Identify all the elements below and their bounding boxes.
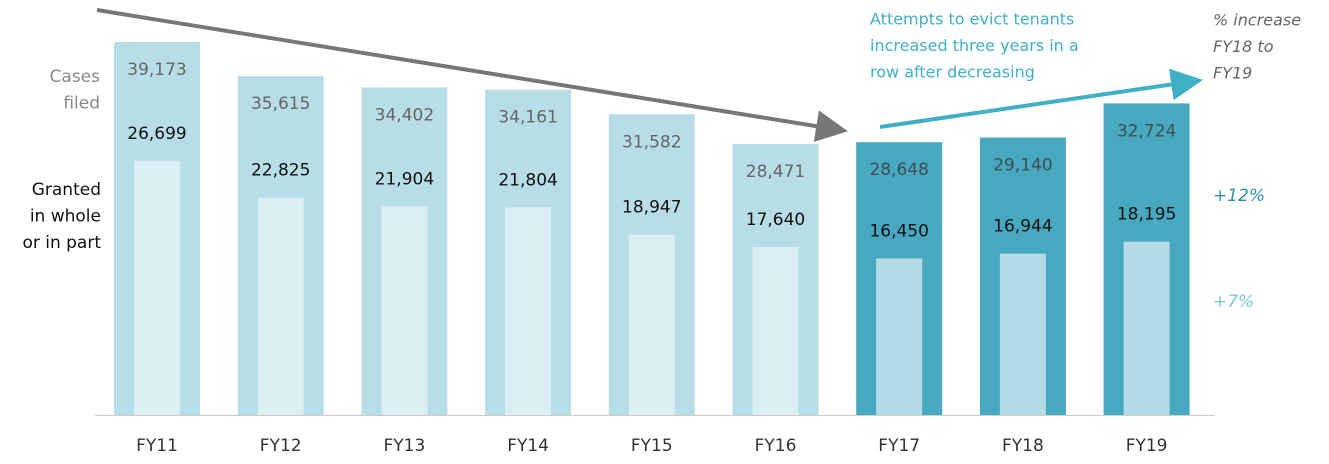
value-label: 39,173 xyxy=(127,60,186,80)
annotation: +12% xyxy=(1213,186,1265,206)
value-label: 28,648 xyxy=(869,160,928,180)
annotation: % increase xyxy=(1213,11,1301,30)
x-tick-label: FY12 xyxy=(260,436,302,456)
bar xyxy=(134,160,180,415)
value-label: 34,161 xyxy=(498,108,557,128)
x-tick-label: FY14 xyxy=(507,436,549,456)
x-tick-label: FY15 xyxy=(631,436,673,456)
value-label: 16,450 xyxy=(869,221,928,241)
trend-arrow xyxy=(879,68,1203,129)
trend-arrow xyxy=(96,8,848,142)
value-label: 32,724 xyxy=(1117,121,1176,141)
bar xyxy=(1123,241,1170,415)
value-label: 22,825 xyxy=(251,161,310,181)
value-label: 18,947 xyxy=(622,198,681,218)
bar xyxy=(505,207,552,415)
x-tick-label: FY16 xyxy=(755,436,797,456)
value-label: 31,582 xyxy=(622,132,681,152)
bar xyxy=(628,234,675,415)
annotation: row after decreasing xyxy=(870,63,1035,82)
annotation: FY18 to xyxy=(1213,37,1274,56)
value-label: 28,471 xyxy=(746,162,805,182)
legend-label: in whole xyxy=(30,207,101,227)
annotation: FY19 xyxy=(1213,64,1252,83)
value-label: 21,904 xyxy=(375,169,434,189)
annotation: +7% xyxy=(1213,292,1254,312)
annotation: Attempts to evict tenants xyxy=(870,10,1074,29)
legend-label: Cases xyxy=(50,67,101,87)
bar xyxy=(257,197,304,415)
bar xyxy=(999,253,1046,415)
bar xyxy=(752,247,799,415)
value-label: 34,402 xyxy=(375,105,434,125)
value-label: 29,140 xyxy=(993,156,1052,176)
value-label: 26,699 xyxy=(127,124,186,144)
x-tick-label: FY17 xyxy=(878,436,920,456)
x-tick-label: FY18 xyxy=(1002,436,1044,456)
value-label: 17,640 xyxy=(746,210,805,230)
x-tick-label: FY19 xyxy=(1126,436,1168,456)
bar xyxy=(381,206,428,415)
legend-label: filed xyxy=(63,94,100,114)
x-tick-label: FY13 xyxy=(384,436,426,456)
bar xyxy=(876,258,923,415)
value-label: 21,804 xyxy=(498,170,557,190)
x-tick-label: FY11 xyxy=(136,436,178,456)
value-label: 18,195 xyxy=(1117,205,1176,225)
annotation: increased three years in a xyxy=(870,36,1079,55)
legend-label: Granted xyxy=(32,180,101,200)
legend-label: or in part xyxy=(22,233,101,253)
value-label: 16,944 xyxy=(993,217,1052,237)
value-label: 35,615 xyxy=(251,94,310,114)
